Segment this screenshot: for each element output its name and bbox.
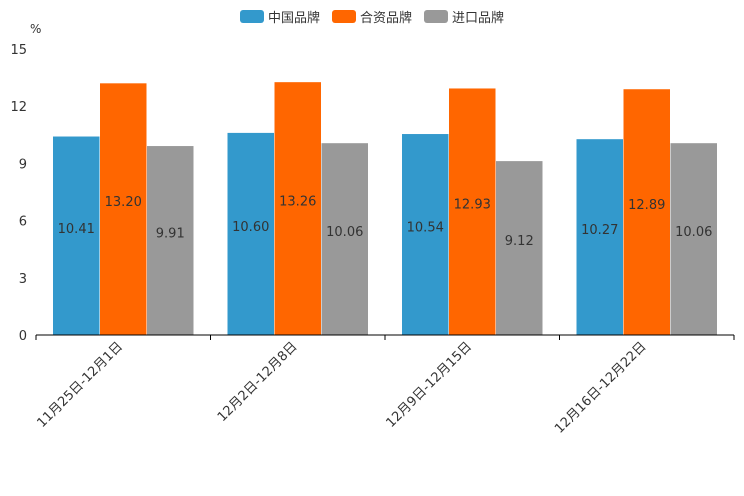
legend-swatch-joint-venture-brand xyxy=(331,10,356,23)
value-label-s2-c3: 10.06 xyxy=(675,225,712,240)
x-tick-label-0: 11月25日-12月1日 xyxy=(34,339,126,431)
bar-s2-c1 xyxy=(321,143,368,335)
legend-label-china-brand: 中国品牌 xyxy=(267,11,320,26)
bar-s1-c3 xyxy=(623,89,670,335)
value-label-s0-c3: 10.27 xyxy=(581,223,618,238)
y-tick-label-1: 3 xyxy=(19,272,27,287)
value-label-s1-c0: 13.20 xyxy=(105,195,142,210)
y-tick-label-2: 6 xyxy=(19,215,27,230)
x-tick-label-2: 12月9日-12月15日 xyxy=(383,339,475,431)
x-tick-label-3: 12月16日-12月22日 xyxy=(552,339,649,436)
value-label-s2-c2: 9.12 xyxy=(505,234,534,249)
value-label-s1-c2: 12.93 xyxy=(454,198,491,213)
value-label-s0-c1: 10.60 xyxy=(232,220,269,235)
bar-s0-c3 xyxy=(576,139,623,335)
bar-s0-c1 xyxy=(227,132,274,335)
bar-s2-c0 xyxy=(147,146,194,335)
value-label-s2-c0: 9.91 xyxy=(156,227,185,242)
y-tick-label-4: 12 xyxy=(10,100,27,115)
x-tick-label-1: 12月2日-12月8日 xyxy=(215,339,301,425)
bar-s0-c2 xyxy=(402,134,449,335)
legend-item-china-brand[interactable]: 中国品牌 xyxy=(239,7,320,26)
bar-s1-c0 xyxy=(100,83,147,335)
y-tick-label-3: 9 xyxy=(19,157,27,172)
bar-s0-c0 xyxy=(53,136,100,335)
y-tick-label-5: 15 xyxy=(10,43,27,58)
bar-s2-c3 xyxy=(670,143,717,335)
bar-s2-c2 xyxy=(496,161,543,335)
value-label-s1-c1: 13.26 xyxy=(279,195,316,210)
value-label-s2-c1: 10.06 xyxy=(326,225,363,240)
legend-item-imported-brand[interactable]: 进口品牌 xyxy=(424,7,504,26)
legend: 中国品牌 合资品牌 进口品牌 xyxy=(0,7,744,26)
bar-s1-c2 xyxy=(449,88,496,335)
legend-item-joint-venture-brand[interactable]: 合资品牌 xyxy=(331,7,412,26)
legend-swatch-china-brand xyxy=(239,10,264,23)
value-label-s1-c3: 12.89 xyxy=(628,198,665,213)
y-axis-unit: % xyxy=(30,22,42,36)
legend-swatch-imported-brand xyxy=(424,10,448,23)
value-label-s0-c2: 10.54 xyxy=(407,221,444,236)
value-label-s0-c0: 10.41 xyxy=(58,222,95,237)
legend-label-imported-brand: 进口品牌 xyxy=(452,11,505,26)
legend-label-joint-venture-brand: 合资品牌 xyxy=(359,11,412,26)
y-tick-label-0: 0 xyxy=(19,329,27,344)
bar-s1-c1 xyxy=(274,82,321,336)
